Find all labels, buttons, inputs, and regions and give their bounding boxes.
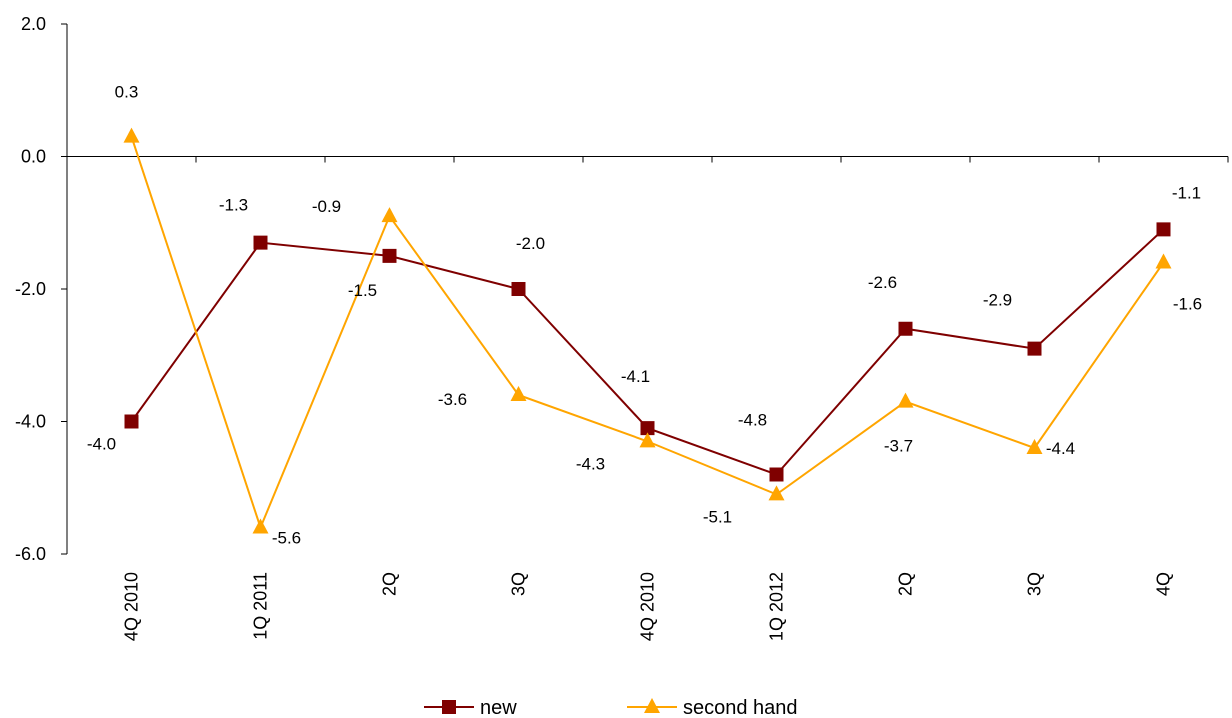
data-label-new: -1.5 xyxy=(348,281,377,300)
data-point-second-hand xyxy=(897,392,914,408)
data-label-new: -4.8 xyxy=(738,411,767,430)
x-tick-label: 4Q xyxy=(1154,572,1174,596)
x-tick-label: 1Q 2012 xyxy=(767,572,787,641)
data-point-new xyxy=(511,282,526,296)
data-label-second-hand: -3.6 xyxy=(438,390,467,409)
data-point-second-hand xyxy=(639,432,656,448)
data-label-new: -2.0 xyxy=(516,234,545,253)
y-tick-label: -6.0 xyxy=(15,544,46,564)
y-tick-label: -2.0 xyxy=(15,279,46,299)
data-point-new xyxy=(124,414,139,429)
data-label-new: -1.3 xyxy=(219,196,248,215)
data-point-new xyxy=(1027,341,1042,356)
x-axis-tick-labels: 4Q 2010 1Q 2011 2Q 3Q 4Q 2010 1Q 2012 2Q 3Q 4Q xyxy=(122,572,1174,641)
data-point-second-hand xyxy=(381,207,398,223)
data-label-new: -2.9 xyxy=(983,291,1012,310)
legend-label-second-hand: second hand xyxy=(683,697,798,718)
legend-marker-new xyxy=(442,700,456,714)
data-point-second-hand xyxy=(1026,439,1043,454)
data-point-new xyxy=(769,467,784,482)
data-label-new: -4.0 xyxy=(87,435,116,454)
x-tick-label: 3Q xyxy=(1025,572,1045,596)
y-axis-tick-labels: -6.0 -4.0 -2.0 0.0 2.0 xyxy=(15,14,46,564)
data-label-second-hand: -4.3 xyxy=(576,454,605,473)
x-tick-label: 4Q 2010 xyxy=(122,572,142,641)
legend: new second hand xyxy=(424,697,798,718)
x-tick-label: 2Q xyxy=(380,572,400,596)
series-layer xyxy=(123,127,1172,534)
data-point-new xyxy=(898,321,913,336)
data-label-new: -4.1 xyxy=(621,367,650,386)
data-label-second-hand: -3.7 xyxy=(884,437,913,456)
data-label-second-hand: -0.9 xyxy=(312,197,341,216)
data-point-second-hand xyxy=(510,386,527,401)
data-point-new xyxy=(640,421,655,436)
series-line-second-hand xyxy=(130,136,1165,531)
data-point-second-hand xyxy=(252,518,269,534)
data-point-new xyxy=(382,248,397,263)
data-label-second-hand: -5.6 xyxy=(272,529,301,548)
x-tick-label: 2Q xyxy=(896,572,916,596)
data-label-second-hand: 0.3 xyxy=(115,83,139,102)
data-label-second-hand: -5.1 xyxy=(703,507,732,526)
data-label-second-hand: -4.4 xyxy=(1046,439,1075,458)
x-tick-label: 1Q 2011 xyxy=(251,572,271,640)
data-labels: -4.0 -1.3 -1.5 -2.0 -4.1 -4.8 -2.6 -2.9 -1.1 0.3 -… xyxy=(87,83,1202,548)
data-label-second-hand: -1.6 xyxy=(1173,295,1202,314)
data-point-new xyxy=(253,235,268,250)
data-point-second-hand xyxy=(768,485,785,501)
data-label-new: -1.1 xyxy=(1172,183,1201,202)
data-point-second-hand xyxy=(123,127,140,143)
data-point-new xyxy=(1156,222,1171,237)
x-tick-label: 3Q xyxy=(509,572,529,596)
legend-marker-second-hand xyxy=(644,698,660,713)
data-label-new: -2.6 xyxy=(868,273,897,292)
y-tick-label: 0.0 xyxy=(21,147,46,167)
y-tick-label: -4.0 xyxy=(15,412,46,432)
x-tick-label: 4Q 2010 xyxy=(638,572,658,641)
y-tick-label: 2.0 xyxy=(21,14,46,34)
legend-label-new: new xyxy=(480,697,517,718)
data-point-second-hand xyxy=(1155,253,1172,269)
axes xyxy=(61,23,1229,555)
